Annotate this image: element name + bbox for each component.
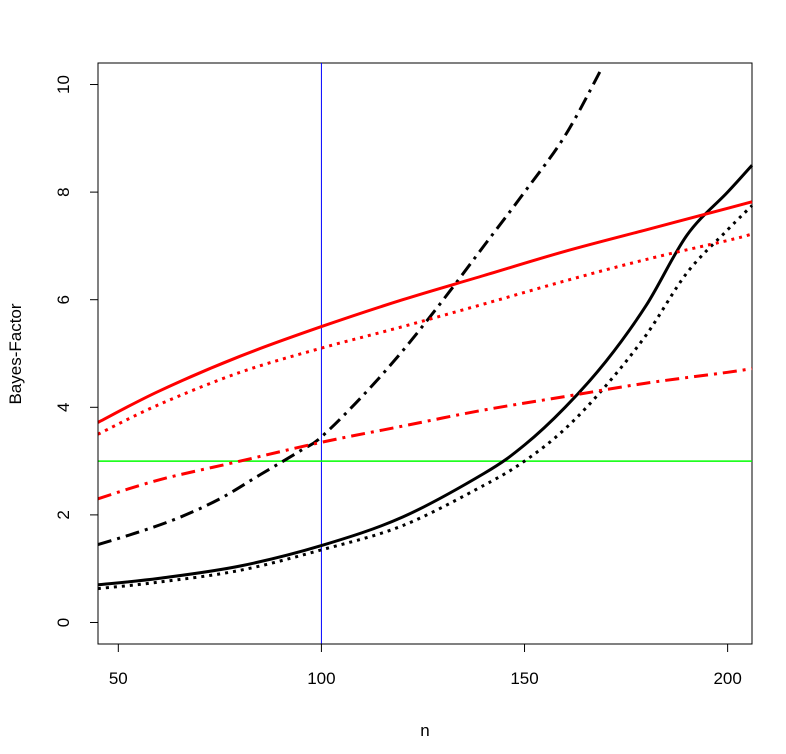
x-tick-label: 150 <box>510 669 538 688</box>
series-line-4 <box>97 200 753 424</box>
series-line-6 <box>97 367 753 501</box>
y-tick-label: 2 <box>54 510 73 519</box>
y-axis-title: Bayes-Factor <box>6 303 25 404</box>
x-tick-label: 200 <box>713 669 741 688</box>
series-line-3 <box>97 67 604 546</box>
y-tick-label: 8 <box>54 187 73 196</box>
y-tick-label: 0 <box>54 618 73 627</box>
y-tick-label: 4 <box>54 403 73 412</box>
series-layer <box>97 67 754 591</box>
series-line-5 <box>97 232 753 436</box>
x-axis: 50 100 150 200 <box>109 643 742 688</box>
y-axis: 0 2 4 6 8 10 <box>54 75 99 627</box>
x-axis-title: n <box>420 721 429 740</box>
series-line-2 <box>97 204 754 591</box>
x-tick-label: 50 <box>109 669 128 688</box>
y-tick-label: 6 <box>54 295 73 304</box>
y-tick-label: 10 <box>54 75 73 94</box>
plot-border <box>97 62 753 645</box>
series-line-1 <box>97 164 754 587</box>
reference-lines <box>98 63 752 644</box>
x-tick-label: 100 <box>307 669 335 688</box>
